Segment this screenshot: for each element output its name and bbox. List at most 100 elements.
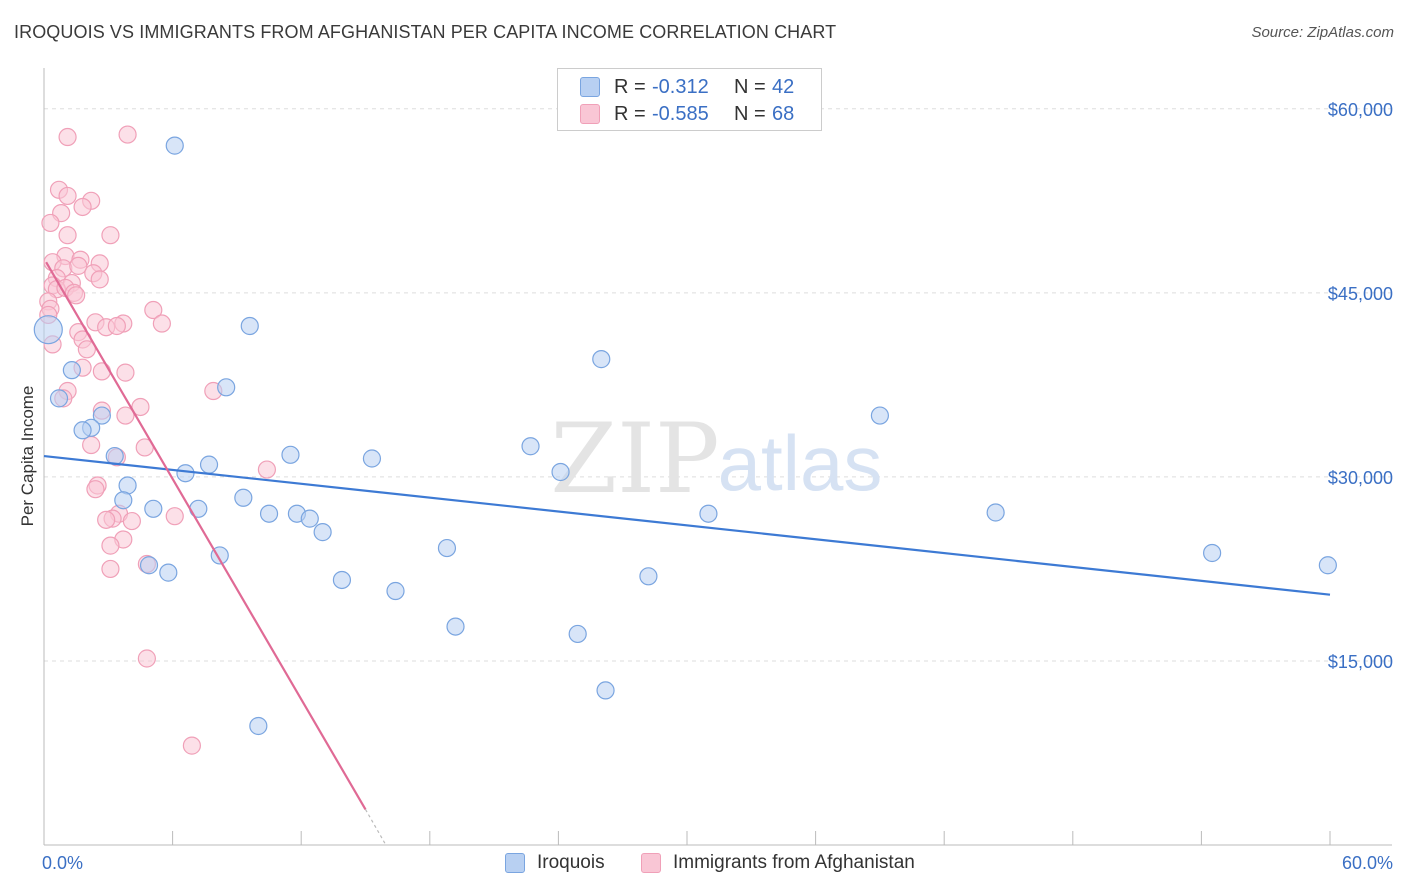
point-iroquois [568, 624, 587, 644]
legend-label-iroquois: Iroquois [537, 852, 605, 873]
trend-line-afghanistan [45, 261, 367, 810]
point-iroquois [217, 378, 236, 397]
point-iroquois [1318, 556, 1337, 575]
point-afghanistan [41, 213, 60, 233]
r-value: -0.312 [652, 75, 709, 98]
point-iroquois [249, 716, 268, 736]
point-afghanistan [90, 270, 109, 289]
point-afghanistan [97, 510, 116, 529]
point-iroquois [33, 315, 63, 345]
watermark: ZIP atlas [550, 403, 882, 515]
point-afghanistan [152, 314, 171, 333]
point-iroquois [159, 563, 178, 582]
point-iroquois [551, 462, 570, 482]
point-iroquois [114, 491, 133, 510]
point-iroquois [446, 617, 465, 636]
point-iroquois [313, 523, 332, 542]
point-iroquois [165, 136, 184, 155]
point-afghanistan [165, 507, 184, 526]
legend-swatch-iroquois [580, 77, 600, 97]
point-afghanistan [77, 340, 96, 359]
legend-swatch-iroquois [505, 853, 525, 873]
point-iroquois [639, 567, 658, 586]
point-afghanistan [58, 226, 77, 245]
r-label: R = [614, 75, 646, 98]
point-afghanistan [107, 316, 126, 336]
point-iroquois [362, 449, 382, 468]
series-legend: Iroquois Immigrants from Afghanistan [0, 852, 1406, 876]
n-value: 42 [772, 75, 795, 98]
point-afghanistan [58, 186, 77, 206]
point-iroquois [176, 464, 195, 483]
point-afghanistan [137, 649, 156, 668]
y-tick-label: $15,000 [1328, 652, 1393, 672]
point-iroquois [199, 455, 219, 474]
point-iroquois [699, 504, 718, 523]
n-value: 68 [772, 102, 795, 125]
trend-line-extension [364, 809, 387, 846]
point-iroquois [139, 556, 159, 575]
point-afghanistan [69, 256, 88, 275]
point-iroquois [592, 350, 611, 369]
point-afghanistan [182, 736, 201, 755]
point-afghanistan [116, 406, 135, 425]
n-label: N = [734, 102, 766, 125]
point-afghanistan [144, 300, 163, 320]
point-afghanistan [101, 226, 120, 245]
point-afghanistan [131, 397, 150, 417]
x-tick-label-min: 0.0% [42, 853, 83, 873]
point-iroquois [73, 421, 92, 440]
point-iroquois [144, 499, 163, 518]
point-iroquois [1203, 543, 1222, 563]
point-iroquois [49, 389, 69, 408]
point-iroquois [332, 570, 352, 590]
point-afghanistan [73, 197, 92, 217]
point-iroquois [62, 361, 81, 380]
r-label: R = [614, 102, 646, 125]
point-iroquois [986, 503, 1005, 522]
watermark-zip: ZIP [550, 403, 719, 515]
grid-lines [44, 108, 1392, 662]
legend-swatch-afghanistan [641, 853, 661, 873]
trend-line-iroquois [43, 454, 1331, 596]
point-iroquois [386, 581, 405, 601]
point-afghanistan [101, 559, 120, 579]
point-afghanistan [67, 286, 86, 305]
x-tick-label-max: 60.0% [1342, 853, 1393, 873]
point-afghanistan [257, 460, 277, 479]
data-points [33, 125, 1337, 755]
legend-row-iroquois: R = -0.312 N = 42 [580, 75, 794, 99]
point-afghanistan [122, 511, 141, 531]
point-iroquois [870, 406, 890, 425]
y-tick-label: $60,000 [1328, 100, 1393, 120]
point-afghanistan [101, 536, 120, 555]
trend-lines [43, 261, 1331, 846]
point-afghanistan [86, 480, 105, 499]
point-iroquois [240, 316, 259, 336]
point-afghanistan [118, 125, 137, 144]
point-iroquois [300, 509, 319, 528]
watermark-atlas: atlas [718, 419, 883, 507]
source-label: Source: ZipAtlas.com [1251, 24, 1394, 41]
legend-swatch-afghanistan [580, 104, 600, 124]
legend-item-afghanistan[interactable]: Immigrants from Afghanistan [641, 852, 915, 874]
point-afghanistan [116, 363, 135, 382]
chart-title: IROQUOIS VS IMMIGRANTS FROM AFGHANISTAN … [14, 22, 837, 42]
point-iroquois [596, 681, 615, 700]
stats-legend: R = -0.312 N = 42 R = -0.585 N = 68 [557, 68, 822, 131]
legend-label-afghanistan: Immigrants from Afghanistan [673, 852, 915, 873]
r-value: -0.585 [652, 102, 709, 125]
y-tick-label: $30,000 [1328, 468, 1393, 488]
tick-labels: $15,000 $30,000 $45,000 $60,000 0.0% 60.0% [42, 100, 1393, 873]
point-afghanistan [82, 435, 101, 455]
point-afghanistan [92, 362, 111, 381]
point-iroquois [437, 538, 457, 558]
point-iroquois [92, 406, 111, 425]
legend-item-iroquois[interactable]: Iroquois [505, 852, 605, 874]
y-tick-label: $45,000 [1328, 284, 1393, 304]
point-iroquois [234, 488, 253, 507]
point-iroquois [521, 437, 540, 456]
n-label: N = [734, 75, 766, 98]
point-iroquois [281, 445, 300, 464]
